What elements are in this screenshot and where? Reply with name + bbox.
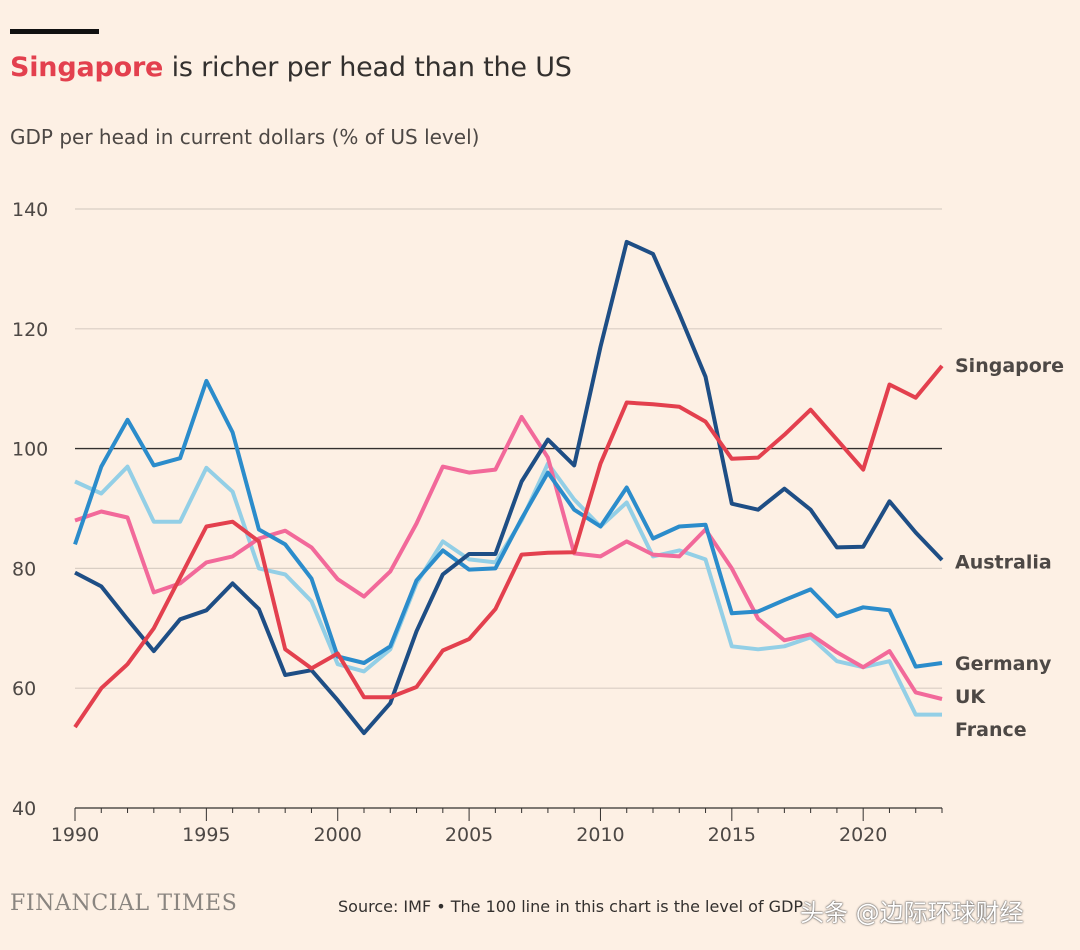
- y-tick-label: 60: [12, 678, 36, 700]
- series-lines: [73, 239, 944, 736]
- chart-title: Singapore is richer per head than the US: [10, 52, 572, 83]
- series-label-germany: Germany: [955, 653, 1052, 675]
- y-tick-labels: 40 60 80 100 120 140: [12, 199, 48, 820]
- x-axis: 1990 1995 2000 2005 2010 2015 2020: [51, 807, 943, 846]
- source-note: Source: IMF • The 100 line in this chart…: [338, 897, 804, 916]
- series-label-uk: UK: [955, 686, 986, 708]
- y-tick-label: 140: [12, 199, 48, 221]
- chart-subtitle: GDP per head in current dollars (% of US…: [10, 125, 480, 149]
- x-tick-label: 2000: [314, 824, 362, 846]
- series-label-singapore: Singapore: [955, 355, 1064, 377]
- title-rest: is richer per head than the US: [163, 52, 572, 83]
- x-tick-label: 1990: [51, 824, 99, 846]
- ft-logo: FINANCIAL TIMES: [10, 891, 238, 916]
- series-labels: France UK Germany Australia Singapore: [955, 355, 1064, 741]
- line-chart: 40 60 80 100 120 140 1990 1995 2000 2005 2010 2015…: [12, 199, 1064, 846]
- series-label-australia: Australia: [955, 551, 1052, 573]
- x-tick-label: 1995: [182, 824, 230, 846]
- y-tick-label: 80: [12, 558, 36, 580]
- y-tick-label: 120: [12, 319, 48, 341]
- x-tick-label: 2015: [708, 824, 756, 846]
- series-line-singapore: [73, 364, 944, 729]
- series-line-germany: [73, 378, 943, 669]
- series-label-france: France: [955, 719, 1027, 741]
- series-line-uk: [74, 414, 943, 701]
- y-tick-label: 100: [12, 439, 48, 461]
- series-line-australia: [74, 239, 944, 736]
- y-tick-label: 40: [12, 798, 36, 820]
- x-tick-label: 2020: [839, 824, 887, 846]
- watermark: 头条 @边际环球财经: [800, 899, 1024, 927]
- gridlines: [75, 208, 942, 689]
- x-tick-label: 2005: [445, 824, 493, 846]
- title-highlight: Singapore: [10, 52, 164, 83]
- x-tick-label: 2010: [576, 824, 624, 846]
- header-accent-bar: [10, 29, 99, 34]
